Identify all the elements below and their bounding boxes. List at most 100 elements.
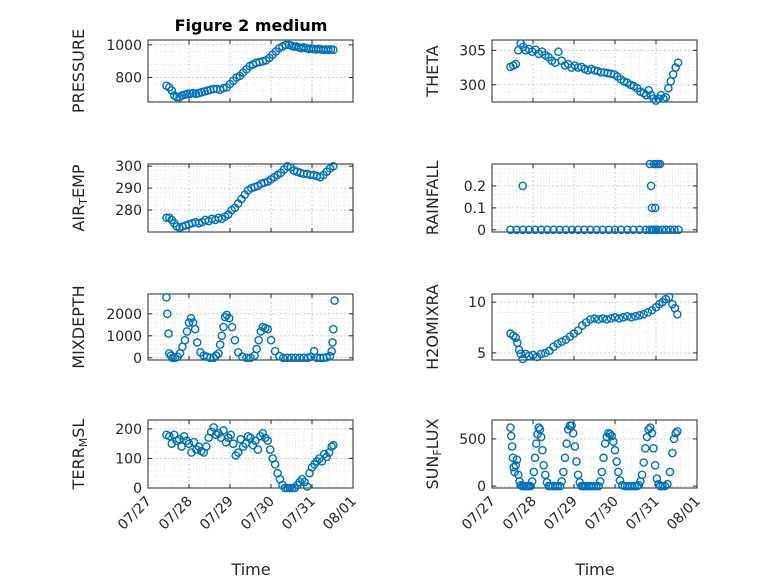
data-point [602,315,612,324]
data-point [327,346,336,356]
data-point [557,477,567,486]
data-point [211,351,221,360]
data-point [165,213,174,223]
data-point [644,85,653,95]
y-tick-label: 800 [115,71,142,87]
data-point [589,481,598,491]
y-tick-label: 0 [477,223,486,239]
y-tick-label: 0 [133,351,142,367]
data-point [192,338,202,347]
data-point [162,213,171,223]
data-point [573,225,583,235]
data-point [536,225,546,235]
data-point [570,442,580,451]
x-axis-label-left: Time [230,560,270,579]
data-point [670,225,679,235]
data-point [543,225,552,235]
subplot-3: 280 290 300 AIRTEMP [69,159,354,233]
data-point [530,453,540,463]
data-point [549,225,558,235]
data-point [190,324,200,334]
data-point [219,426,228,435]
data-point [246,353,255,363]
data-point [536,349,546,359]
y-tick-label: 0.2 [464,179,486,195]
data-point [590,314,599,323]
data-point [567,225,577,235]
data-point [639,310,649,319]
y-axis-label: SUNFLUX [423,418,444,489]
data-point [511,59,521,69]
data-point [230,335,240,345]
data-point [631,312,640,321]
data-point [209,423,218,432]
data-point [655,159,665,169]
data-point [233,448,243,457]
data-point [509,331,518,340]
data-point [661,92,671,102]
data-point [258,429,268,438]
data-point [283,353,292,363]
data-point [652,474,662,483]
data-point [278,353,288,363]
data-point [649,94,658,103]
data-point [666,225,675,235]
y-axis-label: AIRTEMP [69,164,90,231]
data-point [206,353,215,363]
data-point [579,225,589,235]
data-point [560,453,570,463]
data-point [641,225,651,235]
data-point [330,296,339,305]
y-tick-label: 500 [459,432,486,448]
data-point [329,45,338,55]
data-point [645,423,655,432]
data-point [639,458,649,467]
data-point [649,444,658,453]
axes-box [147,419,354,489]
data-point [518,181,528,191]
data-point [647,428,657,438]
figure-title: Figure 2 medium [175,16,328,35]
data-point [524,351,534,361]
data-point [623,312,632,321]
data-point [604,225,614,235]
data-point [183,89,192,99]
data-point [224,313,234,323]
data-point [201,442,211,451]
y-tick-label: 1000 [106,38,142,54]
data-point [512,225,521,235]
data-point [251,436,260,445]
data-point [511,333,521,342]
data-point [559,467,568,477]
data-point [607,431,617,441]
data-point [668,448,677,458]
data-point [555,225,564,235]
data-point [162,292,171,302]
data-point [555,481,565,491]
data-point [664,292,674,302]
data-point [162,309,172,319]
data-point [673,58,683,68]
data-point [597,467,607,477]
data-point [226,430,236,440]
y-tick-label: 2000 [106,307,142,323]
data-point [538,445,547,455]
axes-box [491,293,698,361]
y-axis-label: TERRMSL [69,419,90,491]
data-point [270,460,280,469]
data-point [285,483,295,493]
data-point [641,90,651,100]
data-point [258,56,268,66]
data-point [541,348,550,358]
data-point [295,353,305,363]
data-point [265,445,275,454]
data-point [242,353,251,363]
data-point [526,481,535,491]
data-point [217,331,227,341]
y-tick-label: 300 [459,78,486,94]
y-tick-label: 10 [468,295,486,311]
y-axis-label: MIXDEPTH [69,285,88,368]
data-point [595,477,605,486]
y-tick-label: 280 [115,203,142,219]
data-point [592,225,601,235]
